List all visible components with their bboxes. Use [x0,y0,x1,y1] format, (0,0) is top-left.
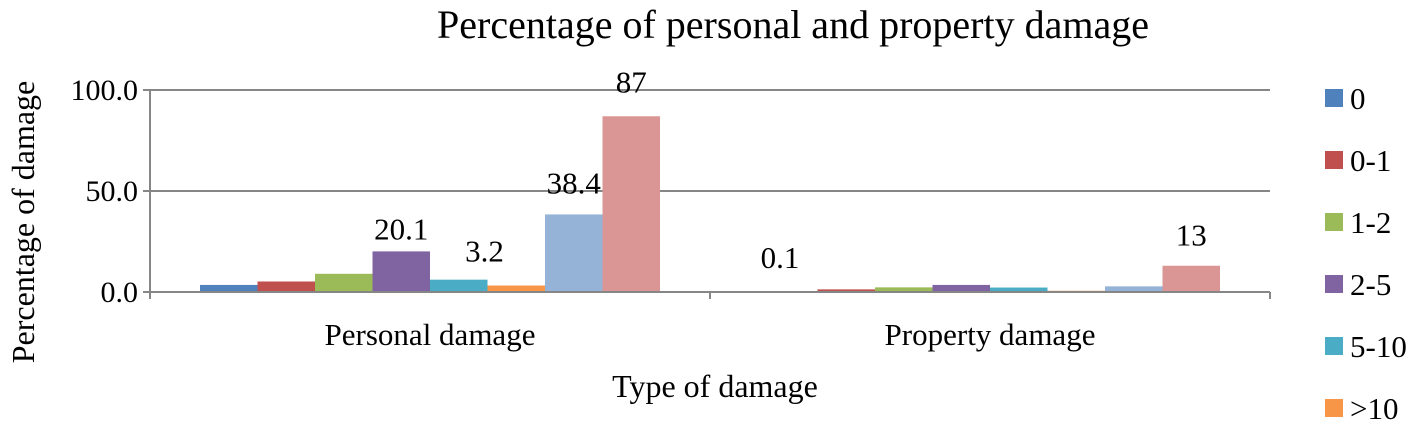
legend-label: 5-10 [1350,329,1407,364]
data-label: 20.1 [374,211,428,246]
data-label: 87 [616,64,647,99]
data-label: 13 [1176,218,1207,253]
legend-swatch [1325,213,1343,231]
legend-swatch [1325,399,1343,417]
bar [545,214,603,292]
x-axis-title: Type of damage [612,368,818,404]
data-label: 0.1 [761,240,800,275]
bar [817,289,875,292]
legend-label: 0-1 [1350,143,1391,178]
legend-swatch [1325,89,1343,107]
bar [1162,265,1220,292]
bar [200,284,258,292]
data-label: 38.4 [547,165,602,200]
legend-label: 2-5 [1350,267,1391,302]
bar [932,284,990,292]
bar [990,287,1048,292]
y-axis-title: Percentage of damage [5,81,41,364]
legend-swatch [1325,337,1343,355]
y-tick-label: 0.0 [101,276,139,309]
data-label: 3.2 [465,234,504,269]
y-tick-label: 100.0 [71,74,139,107]
bar [875,287,933,292]
legend: 0 0-1 1-2 2-5 5-10 >10 [1325,81,1407,424]
legend-label: >10 [1350,391,1398,424]
plot-area: 0.0 50.0 100.0 20.1 3.2 38.4 87 Personal damage… [71,64,1271,352]
bar [1105,286,1163,292]
bar [372,251,430,292]
chart-title: Percentage of personal and property dama… [437,2,1149,47]
bar [315,273,373,292]
legend-swatch [1325,275,1343,293]
bar [257,281,315,292]
x-category-label: Property damage [885,317,1096,352]
legend-label: 0 [1350,81,1366,116]
legend-label: 1-2 [1350,205,1391,240]
legend-swatch [1325,151,1343,169]
bar [430,279,488,292]
bar [487,285,545,292]
y-tick-label: 50.0 [86,175,139,208]
x-category-label: Personal damage [325,317,536,352]
bar [602,116,660,292]
